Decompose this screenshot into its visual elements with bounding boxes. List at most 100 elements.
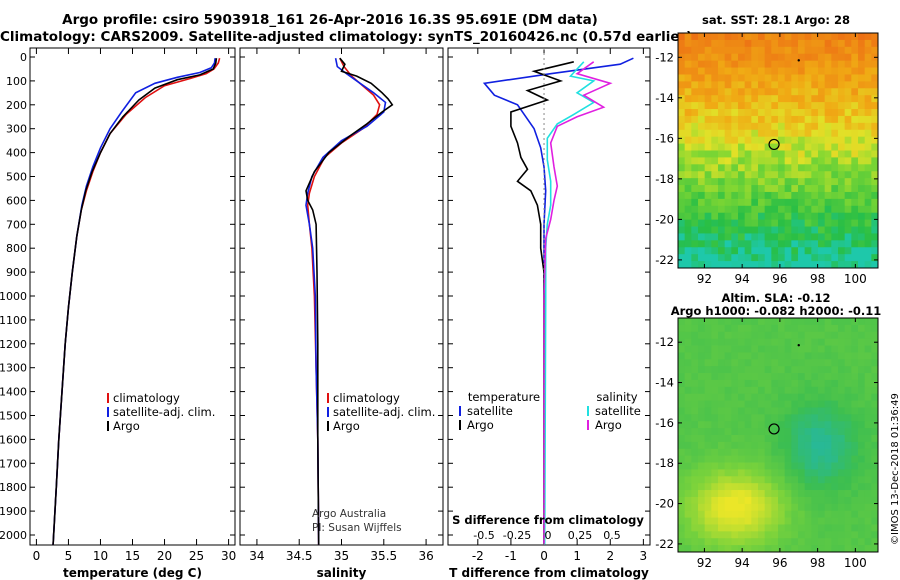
map-cell [838, 171, 846, 179]
s-tick-label: -0.25 [503, 529, 531, 542]
map-cell [698, 129, 706, 138]
map-cell [844, 517, 852, 525]
map-cell [724, 143, 732, 151]
map-cell [791, 524, 799, 532]
map-cell [691, 318, 699, 326]
map-cell [811, 136, 819, 144]
map-cell [864, 185, 872, 193]
map-cell [851, 538, 859, 546]
map-cell [811, 102, 819, 110]
map-cell [818, 205, 826, 214]
map-cell [818, 483, 826, 491]
map-cell [738, 435, 746, 443]
map-cell [684, 33, 692, 41]
map-cell [798, 219, 806, 227]
map-cell [831, 345, 839, 353]
map-cell [771, 157, 779, 165]
map-cell [691, 435, 699, 443]
map-cell [838, 122, 846, 131]
map-cell [844, 33, 852, 41]
map-cell [864, 524, 872, 532]
map-cell [844, 88, 852, 96]
map-cell [731, 136, 739, 144]
map-cell [684, 331, 692, 340]
map-cell [731, 150, 739, 158]
map-cell [691, 67, 699, 75]
map-cell [778, 476, 786, 484]
map-cell [764, 545, 772, 553]
map-cell [824, 233, 832, 241]
map-cell [824, 345, 832, 353]
map-cell [778, 483, 786, 491]
map-cell [798, 88, 806, 96]
map-cell [858, 122, 866, 131]
x-tick-label: 36 [418, 549, 433, 563]
map-cell [744, 503, 752, 512]
map-cell [818, 345, 826, 353]
map-cell [764, 233, 772, 241]
map-cell [704, 490, 712, 498]
map-cell [758, 95, 766, 103]
map-cell [838, 88, 846, 96]
legend-label: satellite [595, 404, 641, 418]
map-cell [704, 205, 712, 214]
map-cell [698, 510, 706, 518]
map-cell [838, 205, 846, 214]
map-cell [851, 338, 859, 346]
map-cell [698, 414, 706, 422]
map-cell [771, 212, 779, 221]
map-cell [678, 33, 686, 41]
map-cell [711, 538, 719, 546]
map-cell [811, 324, 819, 333]
map-cell [758, 503, 766, 512]
map-cell [731, 247, 739, 255]
map-cell [778, 53, 786, 62]
map-cell [778, 441, 786, 450]
map-cell [704, 386, 712, 395]
map-y-tick-label: -22 [655, 253, 674, 267]
map-cell [771, 226, 779, 234]
map-cell [731, 366, 739, 374]
map-cell [858, 503, 866, 512]
map-cell [704, 178, 712, 186]
map-cell [738, 448, 746, 457]
map-cell [711, 143, 719, 151]
map-cell [818, 81, 826, 89]
map-cell [851, 324, 859, 333]
map-cell [824, 157, 832, 165]
map-cell [858, 136, 866, 144]
map-cell [678, 428, 686, 436]
map-cell [824, 39, 832, 48]
map-cell [791, 33, 799, 41]
map-cell [724, 345, 732, 353]
map-cell [844, 324, 852, 333]
map-cell [744, 435, 752, 443]
map-cell [824, 219, 832, 227]
x-tick-label: 3 [640, 549, 648, 563]
map-cell [778, 531, 786, 539]
map-cell [831, 414, 839, 422]
map-cell [844, 545, 852, 553]
map-cell [824, 455, 832, 463]
map-cell [724, 150, 732, 158]
map-cell [751, 164, 759, 172]
map-cell [764, 400, 772, 408]
map-cell [731, 538, 739, 546]
map-cell [798, 185, 806, 193]
map-cell [831, 254, 839, 262]
map-cell [764, 164, 772, 172]
map-cell [844, 538, 852, 546]
map-cell [804, 171, 812, 179]
map-cell [851, 60, 859, 68]
map-cell [844, 524, 852, 532]
y-tick-label: 1900 [0, 505, 27, 518]
map-cell [871, 88, 879, 96]
map-cell [698, 359, 706, 367]
map-cell [811, 240, 819, 248]
map-cell [784, 198, 792, 207]
map-cell [711, 122, 719, 131]
map-cell [698, 150, 706, 158]
map-cell [791, 136, 799, 144]
map-cell [758, 366, 766, 374]
map-cell [858, 531, 866, 539]
